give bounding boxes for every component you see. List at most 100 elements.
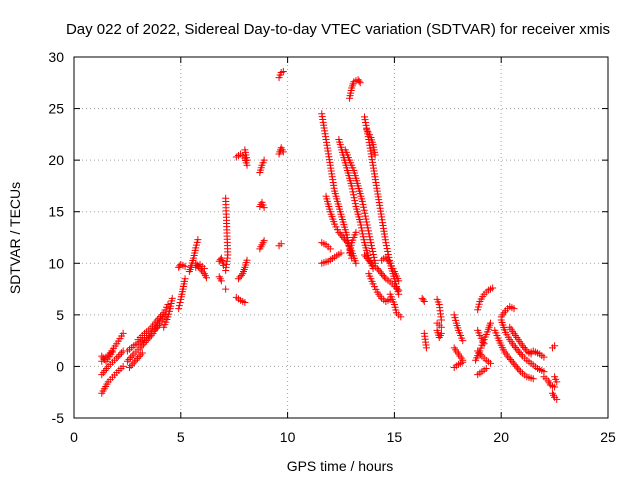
data-segment [134,301,172,344]
data-point [363,218,371,226]
data-point [359,200,367,208]
data-point [511,344,519,352]
data-point [514,347,522,355]
y-tick-label: 5 [56,307,64,323]
data-point [553,378,561,386]
data-point [129,360,137,368]
data-point [364,227,372,235]
data-point [397,313,405,321]
data-point [521,345,529,353]
data-point [459,337,467,345]
data-segment [497,316,548,376]
data-point [260,156,268,164]
data-point [384,247,392,255]
data-segment [256,237,268,253]
data-point [153,316,161,324]
data-point [489,284,497,292]
data-point [551,383,559,391]
data-point [168,294,176,302]
data-segment [256,198,268,212]
data-point [352,259,360,267]
data-point [128,352,136,360]
data-segment [474,284,497,314]
data-point [277,240,285,248]
data-point [360,251,368,259]
data-point [157,312,165,320]
data-segment [525,347,548,361]
data-point [197,266,205,274]
data-point [119,362,127,370]
axis-ticks: 0 5 10 15 20 25 -5 0 5 10 15 20 25 30 [48,49,616,445]
data-point [510,342,518,350]
y-tick-label: 10 [48,255,64,271]
data-point [371,151,379,159]
data-point [509,359,517,367]
data-point [504,352,512,360]
x-tick-label: 15 [387,429,403,445]
data-point [202,274,210,282]
data-point [113,354,121,362]
data-point [383,245,391,253]
data-point [181,262,189,270]
data-point [137,351,145,359]
data-point [362,118,370,126]
data-point [508,357,516,365]
data-segment [497,303,518,321]
data-segment [540,373,559,391]
data-point [437,316,445,324]
data-point [364,224,372,232]
data-point [477,350,485,358]
data-point [363,127,371,135]
data-point [375,266,383,274]
data-point [369,250,377,258]
data-point [342,237,350,245]
data-point [146,333,154,341]
data-point [382,239,390,247]
data-point [176,298,184,306]
data-point [336,230,344,238]
data-point [477,344,485,352]
data-segment [386,290,405,321]
data-point [376,268,384,276]
y-tick-label: 30 [48,49,64,65]
data-point [351,197,359,205]
data-segment [472,319,495,364]
data-segment [433,319,445,331]
y-axis-label: SDTVAR / TECUs [7,182,23,294]
data-segment [360,251,403,294]
data-point [360,203,368,211]
data-segment [232,293,249,306]
data-point [348,185,356,193]
data-point [348,182,356,190]
data-point [349,188,357,196]
data-point [175,305,183,313]
data-point [362,253,370,261]
data-points [98,67,561,403]
data-point [366,233,374,241]
y-tick-label: -5 [52,410,65,426]
data-point [119,329,127,337]
data-point [158,311,166,319]
data-point [368,260,376,268]
data-point [116,351,124,359]
data-point [437,323,445,331]
data-point [505,354,513,362]
data-point [459,358,467,366]
data-point [181,275,189,283]
data-point [155,321,163,329]
data-point [357,221,365,229]
data-point [422,344,430,352]
data-segment [175,260,189,271]
data-point [135,353,143,361]
data-segment [506,323,535,358]
data-point [260,204,268,212]
data-point [370,253,378,261]
data-point [512,362,520,370]
data-segment [433,326,445,342]
data-point [237,271,245,279]
data-segment [548,389,561,403]
data-point [175,302,183,310]
data-point [369,247,377,255]
data-point [514,364,522,372]
